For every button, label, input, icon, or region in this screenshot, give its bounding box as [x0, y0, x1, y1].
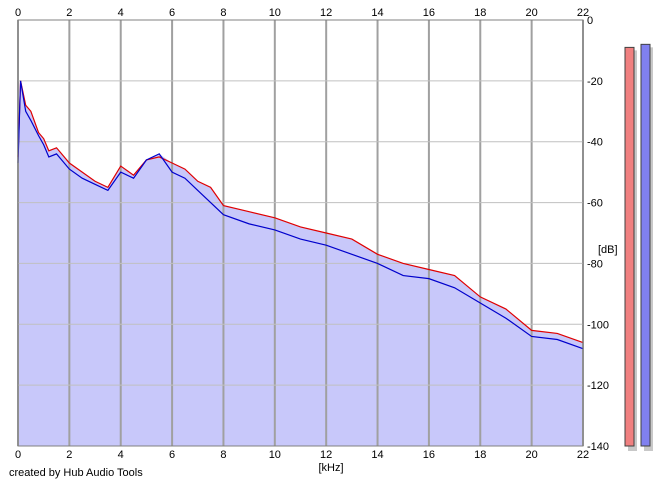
x-tick-label-bottom: 18 [474, 449, 486, 461]
y-tick-label: -100 [587, 319, 609, 331]
x-tick-label-bottom: 22 [577, 449, 589, 461]
x-tick-label-top: 18 [474, 7, 486, 19]
x-tick-label-bottom: 16 [423, 449, 435, 461]
x-tick-label-bottom: 12 [320, 449, 332, 461]
x-tick-label-top: 22 [577, 7, 589, 19]
left-level-meter [624, 46, 635, 447]
y-axis-title: [dB] [598, 244, 618, 256]
x-axis-title: [kHz] [318, 462, 343, 474]
plot-frame [17, 19, 584, 447]
y-tick-label: -80 [587, 258, 603, 270]
x-tick-label-bottom: 10 [269, 449, 281, 461]
credit-text: created by Hub Audio Tools [9, 467, 143, 479]
x-tick-label-top: 10 [269, 7, 281, 19]
x-tick-label-top: 16 [423, 7, 435, 19]
right-channel-line [17, 80, 584, 350]
y-tick-label: -140 [587, 441, 609, 453]
x-tick-label-top: 20 [526, 7, 538, 19]
x-tick-label-top: 0 [15, 7, 21, 19]
x-tick-label-bottom: 14 [371, 449, 383, 461]
x-tick-label-top: 2 [66, 7, 72, 19]
x-tick-label-top: 12 [320, 7, 332, 19]
y-tick-label: -20 [587, 76, 603, 88]
y-tick-label: -60 [587, 198, 603, 210]
x-tick-label-bottom: 2 [66, 449, 72, 461]
y-tick-label: 0 [587, 15, 593, 27]
x-tick-label-bottom: 8 [220, 449, 226, 461]
y-tick-label: -120 [587, 380, 609, 392]
x-tick-label-top: 4 [118, 7, 124, 19]
x-tick-label-bottom: 6 [169, 449, 175, 461]
left-channel-line [17, 80, 584, 344]
y-tick-label: -40 [587, 137, 603, 149]
x-tick-label-bottom: 4 [118, 449, 124, 461]
x-tick-label-top: 14 [371, 7, 383, 19]
x-tick-label-bottom: 20 [526, 449, 538, 461]
x-tick-label-top: 8 [220, 7, 226, 19]
right-level-meter [640, 43, 651, 447]
x-tick-label-top: 6 [169, 7, 175, 19]
x-tick-label-bottom: 0 [15, 449, 21, 461]
